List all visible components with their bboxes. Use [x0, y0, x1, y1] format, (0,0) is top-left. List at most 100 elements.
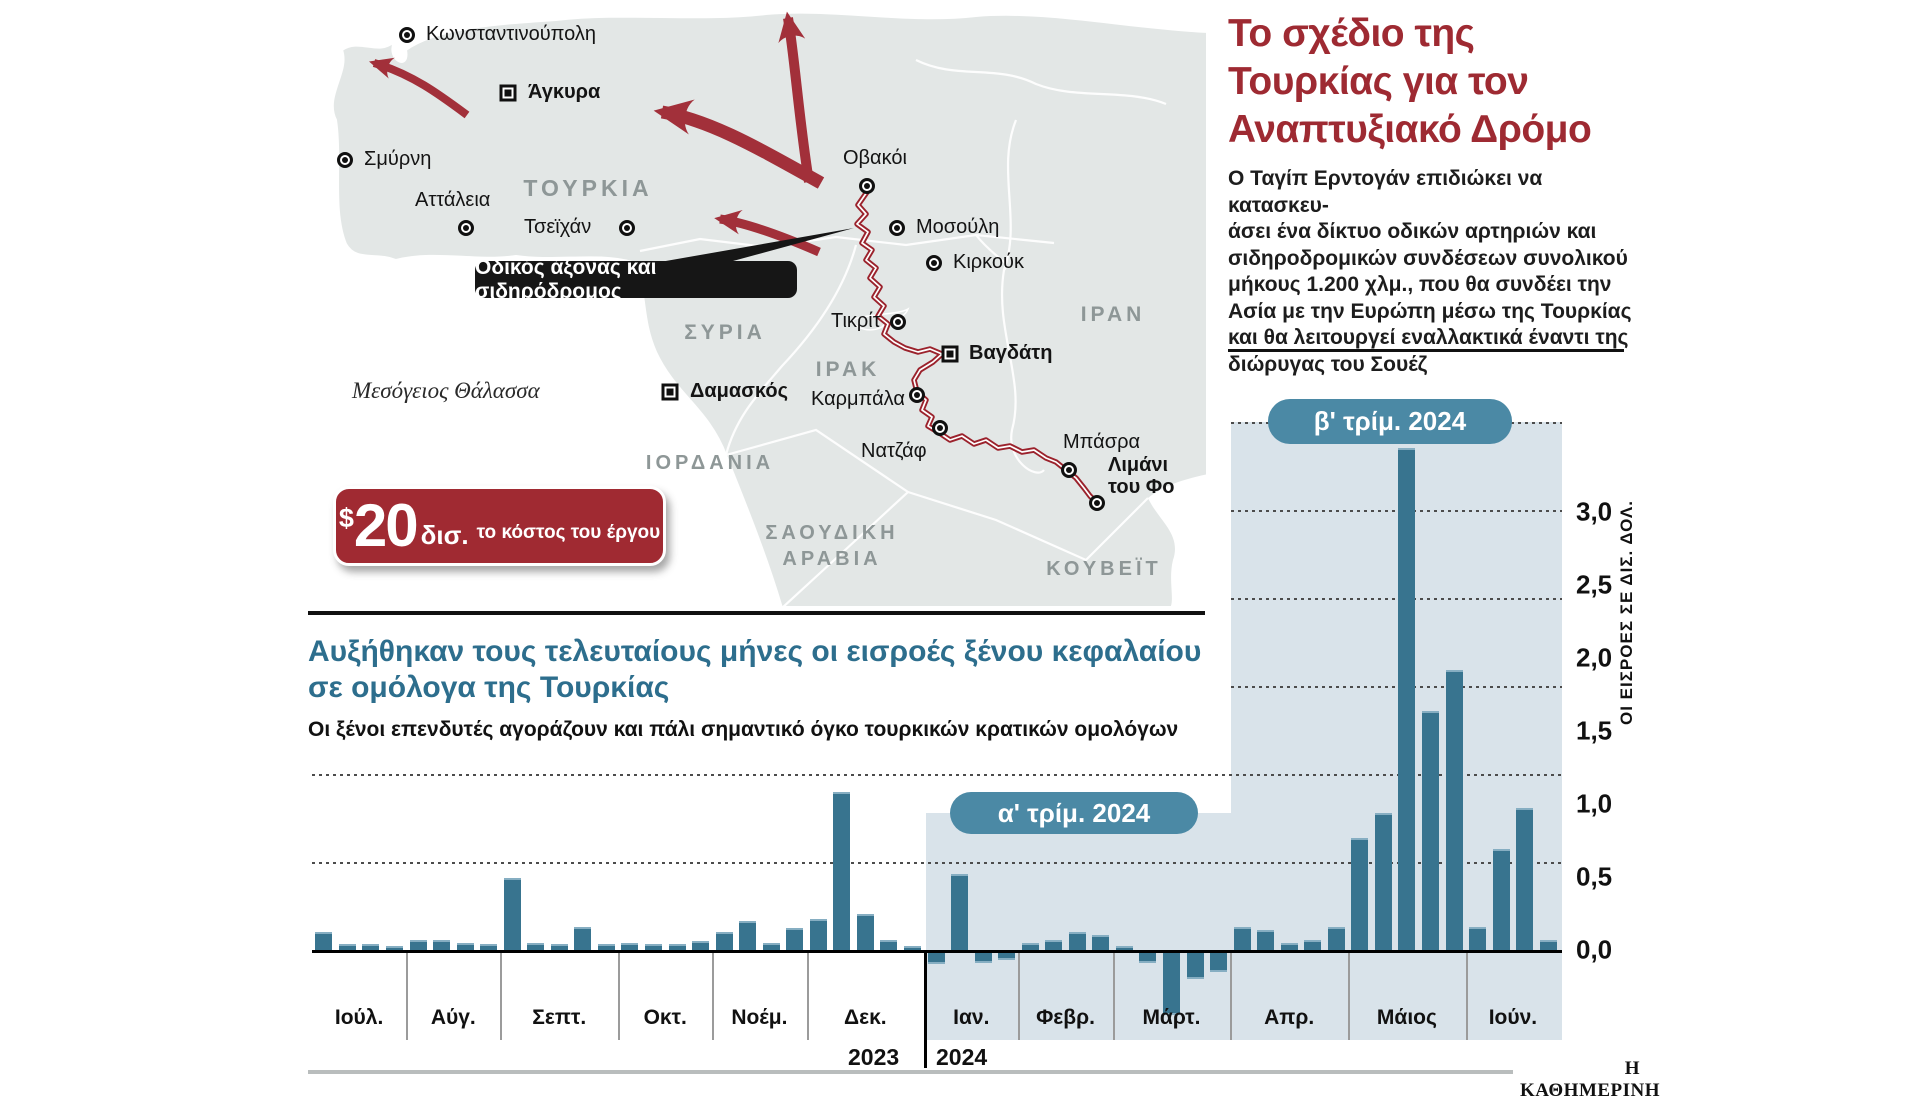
right-divider-rule — [1228, 349, 1624, 352]
bar — [644, 944, 662, 952]
bar — [527, 942, 545, 952]
bar — [951, 874, 968, 952]
arrow-to-north — [778, 11, 814, 183]
bar — [503, 878, 521, 952]
city-marker — [619, 220, 635, 236]
arrow-to-istanbul — [368, 57, 470, 119]
year-divider-tick — [924, 952, 928, 1068]
chart-divider-rule — [308, 611, 1205, 615]
month-label: Ιαν. — [953, 1006, 990, 1029]
bar — [385, 945, 403, 952]
bar — [621, 942, 639, 952]
chart-subtitle: Οι ξένοι επενδυτές αγοράζουν και πάλι ση… — [308, 718, 1179, 741]
bar — [833, 792, 851, 952]
bar — [762, 942, 780, 952]
bar — [315, 932, 333, 952]
city-marker — [337, 152, 353, 168]
gridline-1 — [312, 774, 1562, 776]
bar — [1186, 952, 1204, 979]
city-marker — [909, 387, 925, 403]
month-label: Απρ. — [1264, 1006, 1315, 1029]
city-label: Οβακόι — [843, 147, 907, 169]
gridline-1.5 — [1231, 686, 1562, 688]
month-label: Οκτ. — [643, 1006, 687, 1029]
country-label: ΤΟΥΡΚΙΑ — [523, 175, 653, 201]
city-marker — [859, 178, 875, 194]
bar — [1492, 849, 1510, 952]
city-marker — [889, 220, 905, 236]
page-title: Το σχέδιο της Τουρκίας για τον Αναπτυξια… — [1228, 12, 1592, 151]
map-flow-arrows — [368, 11, 825, 257]
map-country-borders — [639, 59, 1167, 606]
city-marker — [399, 27, 415, 43]
badge-amount: 20 — [353, 492, 419, 559]
bar — [998, 952, 1016, 960]
bar — [809, 919, 827, 953]
bar — [1257, 929, 1275, 952]
pill-q1-2024: α' τρίμ. 2024 — [950, 792, 1198, 834]
month-tick — [618, 952, 621, 1040]
bar — [480, 944, 498, 952]
highlight-panel-q1 — [926, 813, 1231, 1040]
bar — [668, 944, 686, 952]
month-label: Μάιος — [1376, 1006, 1437, 1029]
month-tick — [1230, 952, 1233, 1040]
city-label: Δαμασκός — [690, 380, 788, 402]
footer-rule — [308, 1070, 1513, 1074]
capital-marker — [661, 383, 679, 401]
bar — [903, 945, 921, 952]
y-axis-title-text: ΟΙ ΕΙΣΡΟΕΣ ΣΕ ΔΙΣ. ΔΟΛ. — [1617, 500, 1636, 725]
map-canvas — [331, 11, 1206, 606]
capital-marker — [941, 345, 959, 363]
bar — [362, 944, 380, 952]
city-marker — [932, 420, 948, 436]
country-label: ΙΡΑΚ — [815, 358, 881, 381]
badge-dollar-sign: $ — [338, 503, 354, 533]
gridline-0.5 — [312, 862, 1562, 864]
y-tick-label: 1,5 — [1576, 715, 1613, 746]
map-layer: Κωνσταντινούπολη Άγκυρα Σμύρνη Αττάλεια Τσεϊ… — [337, 23, 1174, 580]
bar — [974, 952, 992, 963]
bar — [739, 920, 757, 952]
gridline-2 — [1231, 598, 1562, 600]
bar — [597, 944, 615, 952]
month-tick — [1348, 952, 1351, 1040]
arrow-to-west-small — [714, 210, 821, 257]
month-label: Ιούν. — [1488, 1006, 1538, 1029]
y-tick-label: 3,0 — [1576, 496, 1613, 527]
bar — [1374, 812, 1392, 952]
country-label: ΣΥΡΙΑ — [684, 321, 766, 344]
route-callout-text: Οδικός άξονας και σιδηρόδρομος — [475, 255, 657, 303]
bar — [1163, 952, 1180, 1016]
city-label: Κωνσταντινούπολη — [426, 23, 597, 45]
city-marker — [1061, 462, 1077, 478]
map-persian-gulf — [1148, 474, 1206, 606]
country-label: ΚΟΥΒΕΪΤ — [1046, 558, 1162, 580]
year-label-2023: 2023 — [848, 1044, 900, 1070]
month-tick — [1465, 952, 1468, 1040]
city-label: Σμύρνη — [364, 148, 432, 170]
bar — [1233, 926, 1251, 953]
month-label: Δεκ. — [844, 1006, 887, 1029]
city-label: Μοσούλη — [916, 216, 1000, 238]
bar — [1398, 447, 1416, 952]
bar — [409, 939, 427, 952]
bar — [433, 939, 450, 952]
intro-paragraph: Ο Ταγίπ Ερντογάν επιδιώκει να κατασκευ- … — [1228, 167, 1632, 376]
bar — [1516, 808, 1534, 952]
y-tick-label: 0,0 — [1576, 934, 1613, 965]
bar — [338, 944, 356, 952]
bar — [1210, 952, 1228, 972]
publisher-logo: Η ΚΑΘΗΜΕΡΙΝΗ — [1520, 1058, 1661, 1101]
y-axis-title: ΟΙ ΕΙΣΡΟΕΣ ΣΕ ΔΙΣ. ΔΟΛ. — [1617, 395, 1637, 725]
city-marker — [926, 255, 942, 271]
bar — [856, 913, 874, 952]
bar — [692, 941, 709, 953]
map-route-line — [854, 189, 1100, 506]
bar — [1422, 710, 1439, 952]
bar — [786, 928, 804, 952]
callout-pointer — [626, 228, 854, 270]
city-label: Μπάσρα — [1063, 431, 1141, 453]
city-label: Καρμπάλα — [811, 388, 905, 410]
city-marker — [890, 314, 906, 330]
